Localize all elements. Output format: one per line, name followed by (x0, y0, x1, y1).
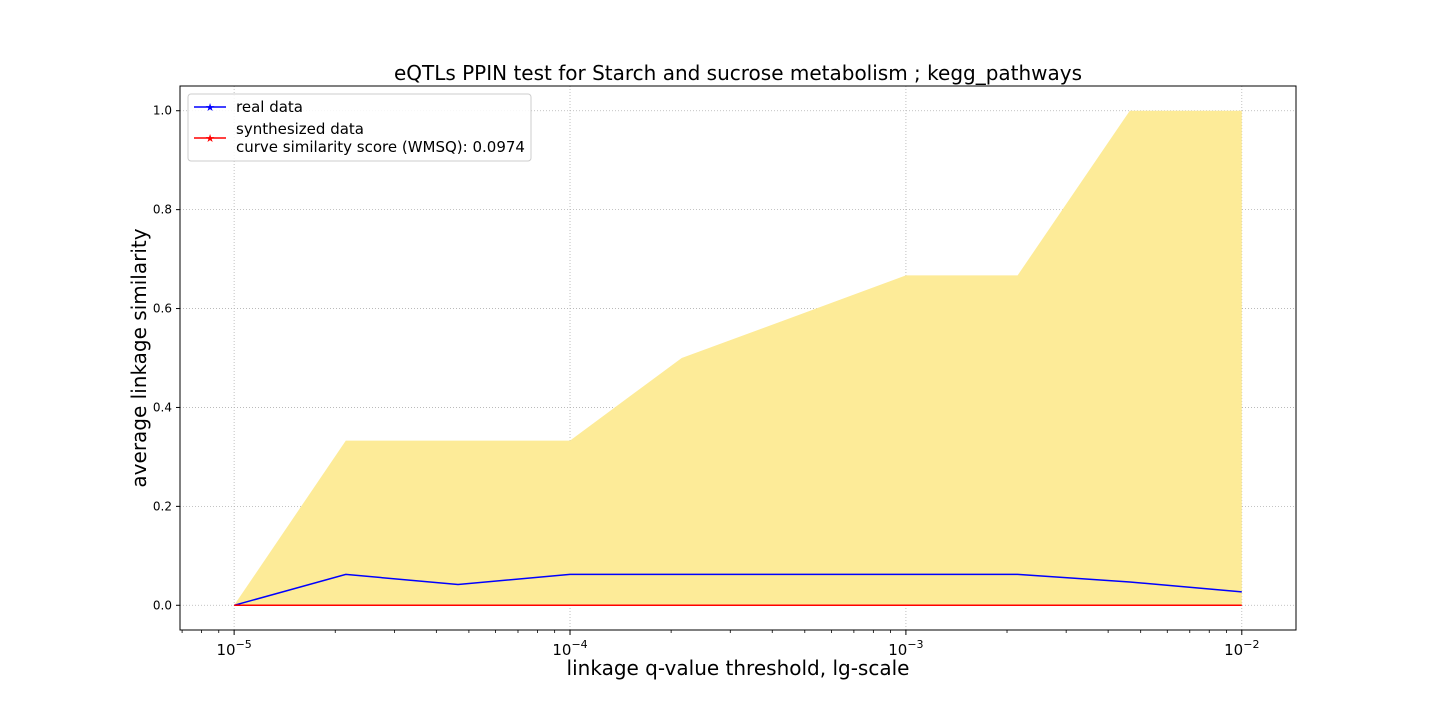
confidence-band (234, 110, 1242, 606)
x-tick-label: 10−2 (1224, 638, 1259, 659)
x-axis: 10−5 10−4 10−3 10−2 (181, 630, 1259, 659)
legend-star-marker: ★ (205, 132, 215, 145)
series-line-real-data (233, 573, 1242, 607)
y-tick-label: 0.8 (153, 203, 172, 217)
range-band (234, 110, 1242, 606)
legend-label: real data (236, 98, 303, 116)
legend-star-marker: ★ (205, 101, 215, 114)
x-tick-label: 10−3 (888, 638, 923, 659)
plot-frame (179, 85, 1297, 631)
y-tick-label: 0.4 (153, 400, 172, 414)
legend-box (187, 93, 532, 162)
series-lines (233, 573, 1242, 607)
chart-title: eQTLs PPIN test for Starch and sucrose m… (394, 61, 1082, 85)
y-tick-label: 0.6 (153, 302, 172, 316)
legend-label: synthesized data (236, 120, 364, 138)
y-tick-label: 0.0 (153, 598, 172, 612)
x-axis-label: linkage q-value threshold, lg-scale (567, 656, 910, 680)
y-tick-label: 1.0 (153, 104, 172, 118)
y-tick-label: 0.2 (153, 499, 172, 513)
x-tick-label: 10−4 (552, 638, 587, 659)
y-axis: 0.0 0.2 0.4 0.6 0.8 1.0 (153, 104, 180, 612)
legend-label: curve similarity score (WMSQ): 0.0974 (236, 138, 525, 156)
x-tick-label: 10−5 (216, 638, 251, 659)
y-axis-label: average linkage similarity (127, 228, 151, 487)
